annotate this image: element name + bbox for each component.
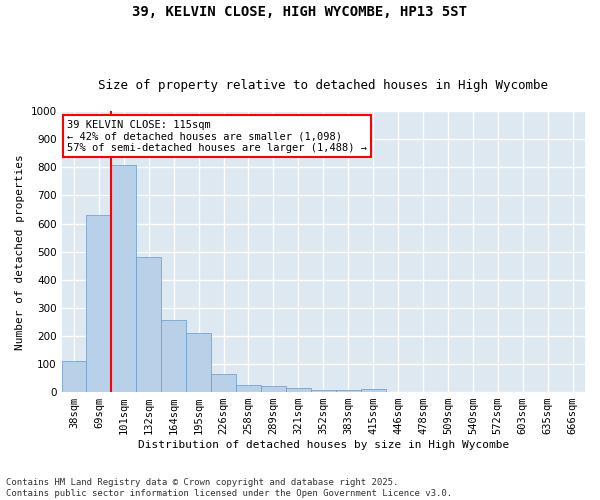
Bar <box>186 332 211 392</box>
Bar <box>161 320 186 392</box>
Text: Contains HM Land Registry data © Crown copyright and database right 2025.
Contai: Contains HM Land Registry data © Crown c… <box>6 478 452 498</box>
Bar <box>261 386 286 392</box>
Title: Size of property relative to detached houses in High Wycombe: Size of property relative to detached ho… <box>98 79 548 92</box>
Bar <box>336 390 361 392</box>
Bar <box>236 384 261 392</box>
Bar <box>112 164 136 392</box>
Text: 39, KELVIN CLOSE, HIGH WYCOMBE, HP13 5ST: 39, KELVIN CLOSE, HIGH WYCOMBE, HP13 5ST <box>133 5 467 19</box>
Bar <box>86 214 112 392</box>
Bar <box>361 390 386 392</box>
Bar <box>62 361 86 392</box>
Bar <box>286 388 311 392</box>
Y-axis label: Number of detached properties: Number of detached properties <box>15 154 25 350</box>
Bar <box>311 390 336 392</box>
Bar <box>211 374 236 392</box>
Bar <box>136 256 161 392</box>
Text: 39 KELVIN CLOSE: 115sqm
← 42% of detached houses are smaller (1,098)
57% of semi: 39 KELVIN CLOSE: 115sqm ← 42% of detache… <box>67 120 367 153</box>
X-axis label: Distribution of detached houses by size in High Wycombe: Distribution of detached houses by size … <box>137 440 509 450</box>
